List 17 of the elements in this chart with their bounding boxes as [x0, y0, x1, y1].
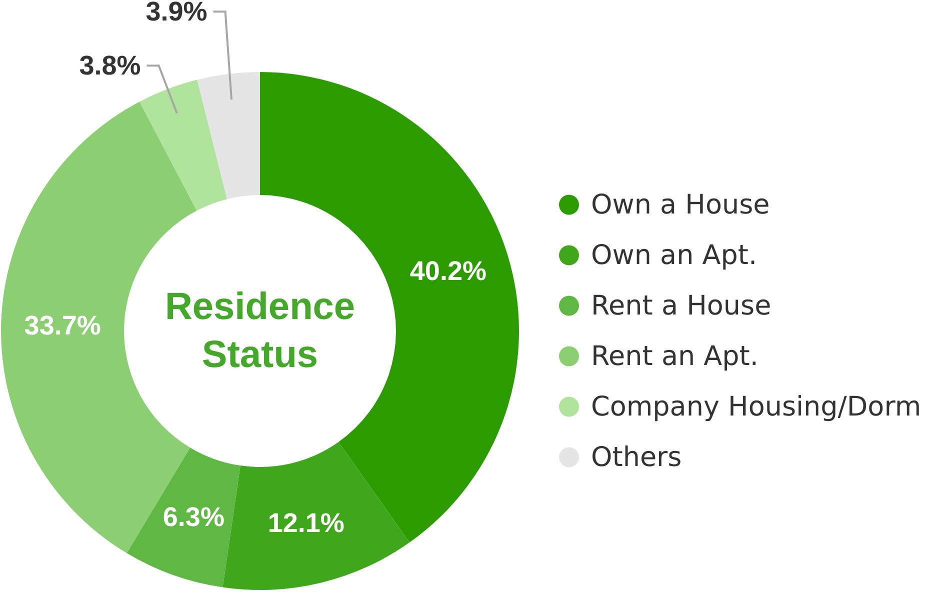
donut-slice: [197, 72, 260, 200]
donut-slice: [126, 448, 240, 588]
legend-label: Rent an Apt.: [591, 340, 758, 372]
legend-label: Company Housing/Dorm: [591, 391, 922, 422]
data-label: 33.7%: [24, 310, 101, 340]
donut-slice: [222, 442, 410, 590]
legend-label: Own a House: [591, 189, 770, 220]
donut-slice: [140, 80, 228, 211]
legend-label: Rent a House: [591, 290, 772, 322]
legend-label: Own an Apt.: [591, 240, 758, 271]
legend-label: Others: [591, 442, 682, 473]
text: Residence Status: [164, 286, 356, 376]
data-label: 3.9%: [146, 0, 208, 27]
data-label: 12.1%: [268, 508, 344, 538]
data-label: 6.3%: [162, 502, 224, 532]
data-label: 3.8%: [79, 50, 141, 81]
data-label: 40.2%: [410, 256, 486, 286]
